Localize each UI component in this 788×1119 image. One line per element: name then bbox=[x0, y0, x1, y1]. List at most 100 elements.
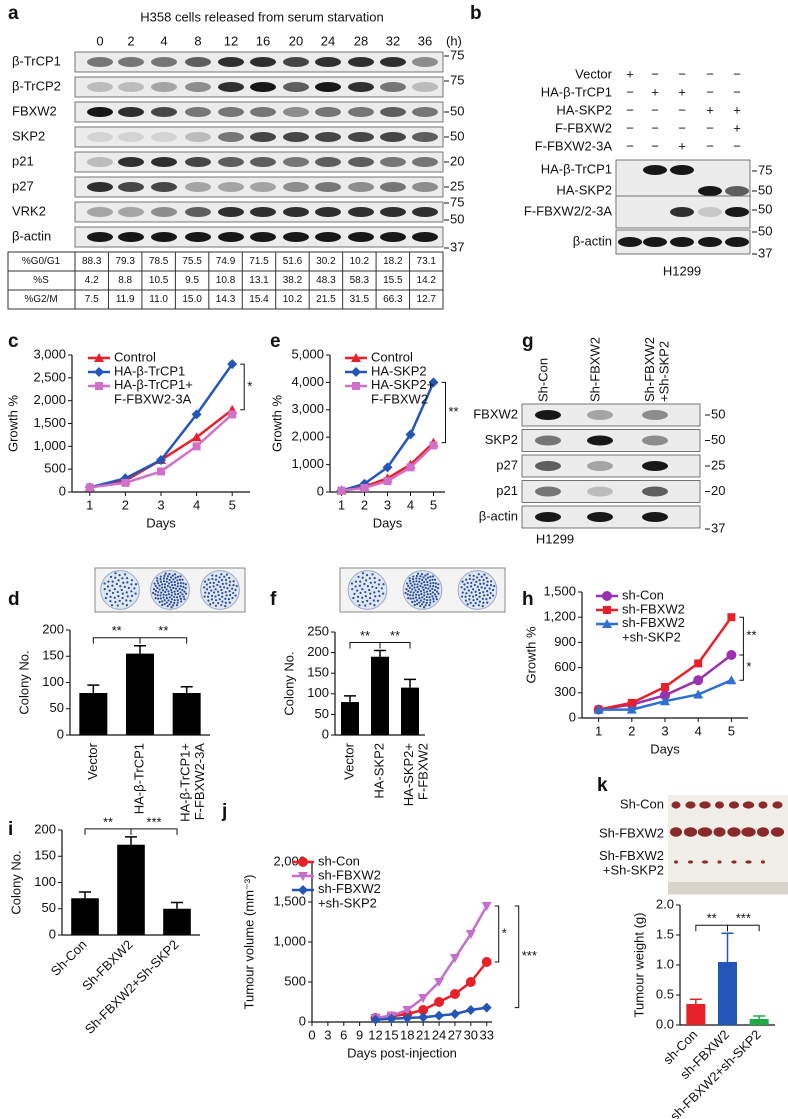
colony bbox=[466, 585, 469, 589]
colony bbox=[470, 581, 473, 584]
legend-marker bbox=[602, 591, 612, 601]
colony bbox=[413, 600, 416, 603]
colony bbox=[478, 600, 481, 603]
colony bbox=[481, 605, 484, 608]
colony bbox=[412, 591, 415, 594]
colony bbox=[159, 580, 163, 583]
colony bbox=[164, 572, 167, 575]
panel-label: g bbox=[522, 331, 534, 352]
blot-band bbox=[670, 165, 694, 175]
point bbox=[227, 359, 238, 370]
colony bbox=[165, 577, 169, 580]
colony bbox=[475, 594, 478, 597]
blot-band bbox=[315, 207, 341, 217]
colony bbox=[468, 574, 471, 577]
colony bbox=[174, 576, 177, 579]
colony bbox=[358, 604, 361, 607]
colony bbox=[477, 588, 481, 592]
colony bbox=[214, 599, 218, 602]
colony bbox=[163, 583, 167, 586]
error-bar bbox=[404, 678, 416, 688]
colony bbox=[231, 596, 234, 600]
blot-band bbox=[283, 107, 309, 117]
colony bbox=[208, 585, 212, 589]
condition-sign: + bbox=[733, 102, 741, 117]
colony bbox=[179, 585, 182, 588]
point bbox=[383, 477, 392, 486]
colony bbox=[466, 581, 469, 585]
condition-sign: − bbox=[651, 66, 659, 81]
y-tick-label: 2,000 bbox=[291, 429, 324, 444]
colony bbox=[365, 574, 369, 577]
significance-bracket bbox=[695, 924, 728, 932]
significance-label: * bbox=[746, 659, 751, 674]
colony bbox=[121, 602, 124, 605]
colony bbox=[111, 584, 114, 587]
colony bbox=[182, 585, 185, 588]
colony bbox=[417, 594, 421, 597]
colony bbox=[115, 582, 118, 586]
size-marker: 37 bbox=[711, 520, 725, 535]
colony bbox=[378, 594, 381, 597]
colony bbox=[478, 591, 481, 595]
error-bar bbox=[134, 645, 146, 654]
point bbox=[465, 977, 476, 987]
colony bbox=[482, 582, 485, 585]
y-axis-label: Growth % bbox=[523, 626, 538, 684]
colony bbox=[210, 594, 214, 597]
colony bbox=[130, 579, 134, 582]
x-tick-label: 3 bbox=[384, 497, 391, 512]
colony bbox=[433, 588, 436, 592]
y-tick-label: 50 bbox=[50, 700, 64, 715]
condition-label: F-FBXW2 bbox=[555, 120, 612, 135]
blot-label: β-actin bbox=[479, 508, 518, 523]
colony bbox=[407, 584, 410, 587]
x-tick-label: Vector bbox=[85, 742, 100, 780]
colony bbox=[427, 587, 430, 590]
colony bbox=[205, 588, 209, 591]
x-tick-label: 5 bbox=[229, 497, 236, 512]
colony bbox=[461, 595, 464, 598]
colony bbox=[476, 576, 479, 579]
blot-band bbox=[412, 132, 438, 142]
colony bbox=[174, 587, 178, 590]
colony bbox=[220, 579, 224, 582]
legend-marker bbox=[298, 872, 308, 881]
table-cell: 78.5 bbox=[149, 256, 169, 267]
colony bbox=[416, 586, 419, 589]
significance-bracket bbox=[441, 381, 446, 444]
blot-band bbox=[725, 237, 749, 247]
colony bbox=[224, 590, 227, 594]
colony bbox=[412, 597, 415, 600]
colony bbox=[109, 600, 112, 603]
legend-marker bbox=[351, 353, 361, 362]
colony bbox=[408, 586, 411, 589]
point bbox=[402, 1006, 413, 1015]
colony bbox=[472, 588, 475, 591]
colony bbox=[429, 585, 432, 588]
colony bbox=[179, 575, 182, 578]
colony bbox=[482, 601, 485, 604]
panel-label: k bbox=[597, 775, 608, 796]
colony bbox=[232, 591, 235, 595]
legend-label: sh-Con bbox=[622, 587, 664, 602]
colony bbox=[416, 583, 419, 586]
colony bbox=[368, 588, 371, 592]
blot-band bbox=[535, 410, 561, 420]
blot-band bbox=[698, 207, 722, 217]
blot-band bbox=[151, 107, 177, 117]
y-tick-label: 4,000 bbox=[291, 374, 324, 389]
blot-band bbox=[87, 232, 113, 242]
blot-band bbox=[185, 207, 211, 217]
significance-label: ** bbox=[707, 911, 717, 926]
significance-label: ** bbox=[112, 623, 122, 638]
y-tick-label: 200 bbox=[34, 821, 56, 836]
y-tick-label: 0 bbox=[49, 926, 56, 941]
colony bbox=[372, 599, 375, 602]
colony bbox=[120, 588, 123, 592]
tumour bbox=[674, 860, 678, 864]
blot-label: β-TrCP1 bbox=[12, 53, 61, 68]
colony bbox=[382, 583, 385, 586]
dish bbox=[347, 570, 388, 610]
table-cell: 51.6 bbox=[283, 256, 303, 267]
